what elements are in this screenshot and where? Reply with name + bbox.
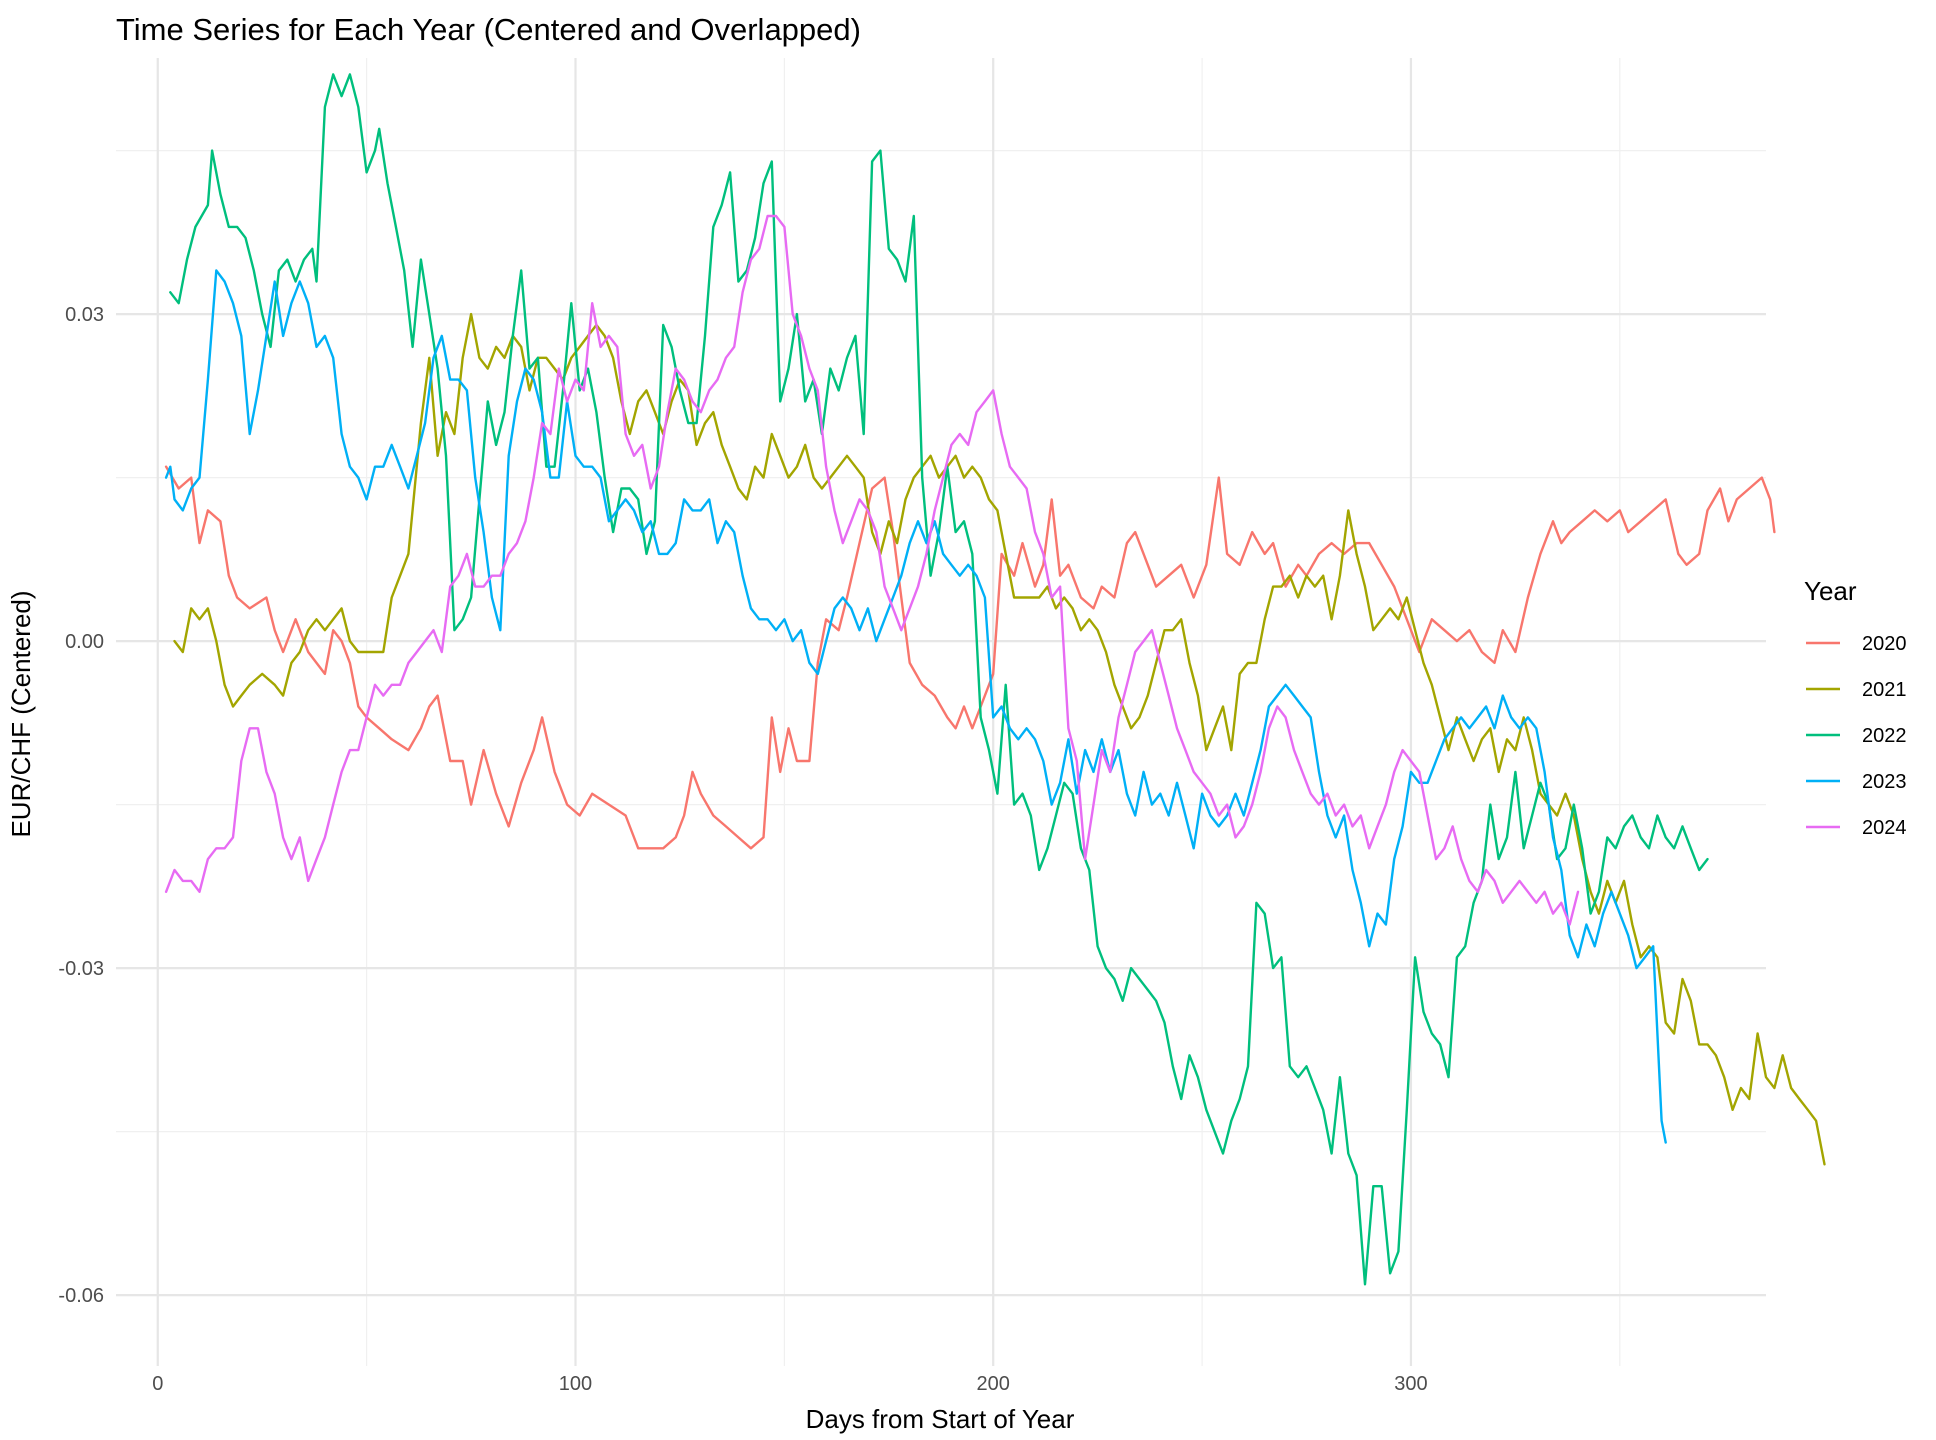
legend-label: 2020 bbox=[1862, 633, 1907, 655]
legend-title: Year bbox=[1804, 576, 1857, 606]
series-line-2021 bbox=[173, 312, 1826, 1166]
legend-label: 2021 bbox=[1862, 679, 1907, 701]
chart-title: Time Series for Each Year (Centered and … bbox=[116, 12, 861, 47]
legend-label: 2024 bbox=[1862, 817, 1907, 839]
y-tick-label: -0.03 bbox=[58, 958, 104, 980]
x-tick-label: 300 bbox=[1394, 1373, 1427, 1395]
x-tick-labels: 0 100 200 300 bbox=[152, 1373, 1427, 1395]
x-tick-label: 0 bbox=[152, 1373, 163, 1395]
y-tick-label: 0.00 bbox=[65, 631, 104, 653]
legend: Year 2020 2021 2022 2023 2024 bbox=[1804, 576, 1907, 839]
series-line-2024 bbox=[164, 214, 1580, 926]
x-tick-label: 100 bbox=[559, 1373, 592, 1395]
legend-label: 2022 bbox=[1862, 725, 1907, 747]
series-lines bbox=[164, 73, 1826, 1286]
x-tick-label: 200 bbox=[977, 1373, 1010, 1395]
minor-grid bbox=[116, 58, 1766, 1366]
series-line-2020 bbox=[164, 465, 1776, 850]
y-tick-label: 0.03 bbox=[65, 304, 104, 326]
series-line-2023 bbox=[164, 269, 1667, 1144]
major-grid bbox=[116, 58, 1766, 1366]
y-tick-label: -0.06 bbox=[58, 1285, 104, 1307]
series-line-2022 bbox=[169, 73, 1709, 1286]
y-tick-labels: -0.06 -0.03 0.00 0.03 bbox=[58, 304, 104, 1307]
legend-label: 2023 bbox=[1862, 771, 1907, 793]
x-axis-title: Days from Start of Year bbox=[806, 1404, 1075, 1434]
y-axis-title: EUR/CHF (Centered) bbox=[6, 590, 36, 837]
